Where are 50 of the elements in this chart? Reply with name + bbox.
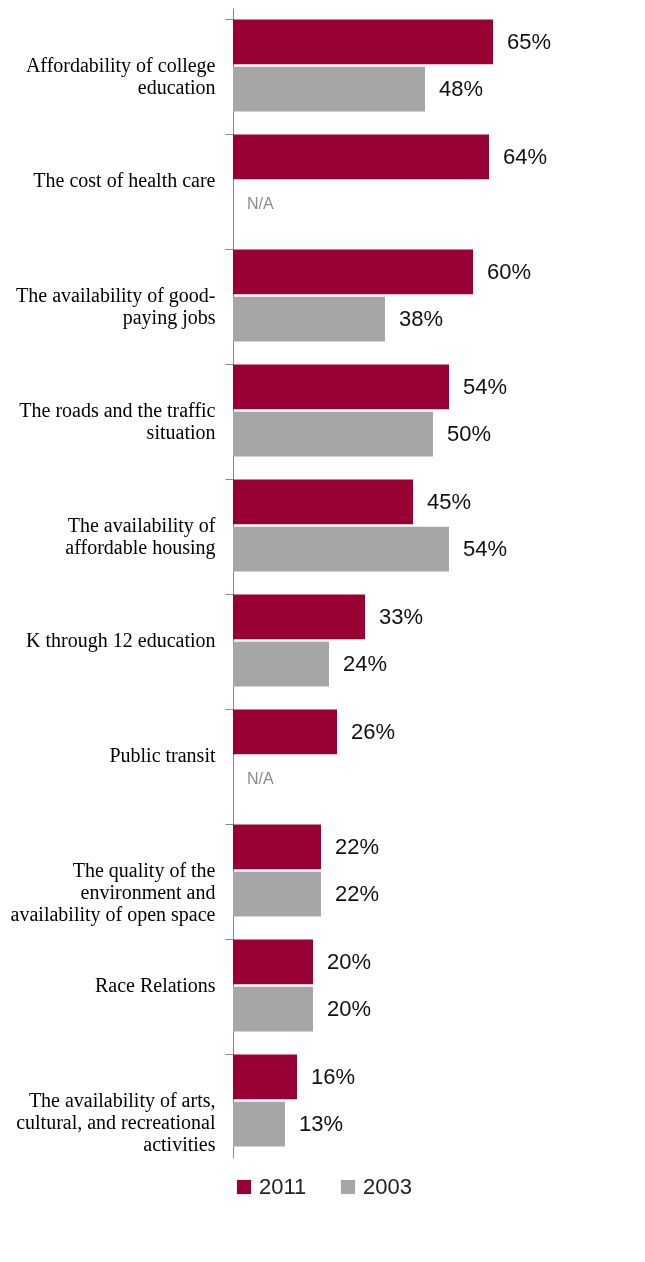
y-tick-label: The availability of arts, cultural, and recreational activities [16, 1088, 216, 1155]
data-label: 54% [463, 373, 508, 399]
y-tick-label: The availability of good-paying jobs [16, 283, 216, 329]
bar [233, 939, 313, 985]
y-tick-label: Race Relations [94, 973, 216, 996]
y-tick-label: The cost of health care [33, 168, 216, 191]
bar [233, 296, 385, 342]
data-label: 54% [463, 536, 508, 562]
data-label: 20% [327, 948, 372, 974]
data-label: 50% [447, 421, 492, 447]
bar [233, 66, 425, 112]
data-label: 26% [351, 718, 396, 744]
data-label: 13% [299, 1111, 344, 1137]
bar [233, 641, 329, 687]
y-tick-label: The availability of affordable housing [65, 513, 216, 559]
bar [233, 134, 489, 180]
y-tick-label: The quality of the environment and availability of open space [10, 858, 216, 926]
bar [233, 364, 449, 410]
y-tick-label: The roads and the traffic situation [19, 398, 216, 443]
text: N/A [247, 195, 274, 213]
bar [233, 986, 313, 1032]
data-label: 20% [327, 996, 372, 1022]
data-label: 24% [343, 651, 388, 677]
bar [233, 1054, 297, 1100]
bar [233, 594, 365, 640]
bar [233, 19, 493, 65]
bar [233, 709, 337, 755]
data-label: 64% [503, 143, 548, 169]
y-tick-label: K through 12 education [26, 628, 216, 652]
bar [233, 824, 321, 870]
data-label: 48% [439, 76, 484, 102]
data-label: 45% [427, 488, 472, 514]
bar [233, 479, 413, 525]
data-label: 16% [311, 1063, 356, 1089]
legend-label: 2003 [363, 1174, 412, 1199]
y-tick-label: Public transit [109, 743, 216, 766]
bar [233, 411, 433, 457]
bar [233, 871, 321, 917]
data-label: 38% [399, 306, 444, 332]
data-label: 22% [335, 833, 380, 859]
legend-label: 2011 [259, 1174, 307, 1199]
bar [233, 1101, 285, 1147]
y-tick-label: Affordability of college education [25, 53, 216, 98]
data-label: 60% [487, 258, 532, 284]
data-label: 22% [335, 881, 380, 907]
data-label: 33% [379, 603, 424, 629]
text: N/A [247, 770, 274, 788]
bar [233, 249, 473, 295]
bar [233, 526, 449, 572]
data-label: 65% [507, 28, 552, 54]
